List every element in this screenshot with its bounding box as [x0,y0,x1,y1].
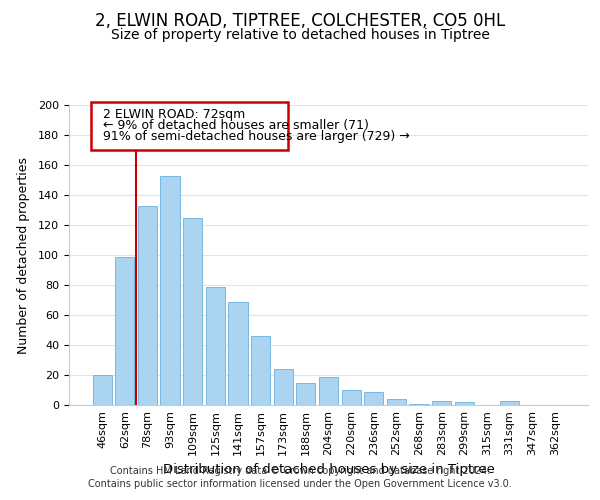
Bar [160,176,180,405]
Text: 91% of semi-detached houses are larger (729) →: 91% of semi-detached houses are larger (… [103,130,410,143]
Bar [206,286,225,405]
Bar [364,392,383,405]
Text: Size of property relative to detached houses in Tiptree: Size of property relative to detached ho… [110,28,490,42]
Text: 2, ELWIN ROAD, TIPTREE, COLCHESTER, CO5 0HL: 2, ELWIN ROAD, TIPTREE, COLCHESTER, CO5 … [95,12,505,30]
Bar [274,369,293,405]
Bar [341,390,361,405]
Bar [138,206,157,405]
Bar [229,302,248,405]
Bar [92,375,112,405]
Bar [183,218,202,405]
Bar [500,400,519,405]
Bar [91,102,288,150]
Text: ← 9% of detached houses are smaller (71): ← 9% of detached houses are smaller (71) [103,118,369,132]
Text: 2 ELWIN ROAD: 72sqm: 2 ELWIN ROAD: 72sqm [103,108,245,121]
Bar [387,399,406,405]
Bar [432,400,451,405]
Bar [115,256,134,405]
X-axis label: Distribution of detached houses by size in Tiptree: Distribution of detached houses by size … [163,464,494,476]
Bar [296,382,316,405]
Bar [319,376,338,405]
Y-axis label: Number of detached properties: Number of detached properties [17,156,30,354]
Bar [409,404,428,405]
Bar [455,402,474,405]
Text: Contains public sector information licensed under the Open Government Licence v3: Contains public sector information licen… [88,479,512,489]
Bar [251,336,270,405]
Text: Contains HM Land Registry data © Crown copyright and database right 2024.: Contains HM Land Registry data © Crown c… [110,466,490,476]
